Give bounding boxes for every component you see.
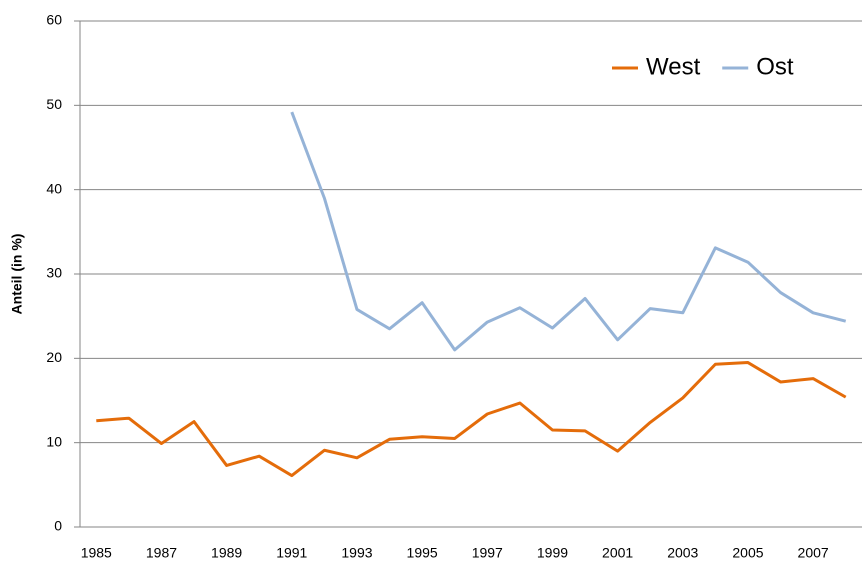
y-axis-label: Anteil (in %) — [9, 234, 25, 315]
y-tick-label: 40 — [46, 180, 62, 196]
series-line — [96, 361, 847, 478]
x-tick-label: 1989 — [211, 545, 242, 561]
y-tick-label: 20 — [46, 349, 62, 365]
y-tick-label: 50 — [46, 96, 62, 112]
y-tick-label: 60 — [46, 12, 62, 28]
x-tick-label: 2007 — [798, 545, 829, 561]
legend-label: Ost — [756, 53, 794, 80]
legend-label: West — [646, 53, 701, 80]
x-tick-label: 1985 — [81, 545, 112, 561]
x-tick-label: 1999 — [537, 545, 568, 561]
y-tick-label: 0 — [54, 518, 62, 534]
y-tick-label: 30 — [46, 265, 62, 281]
x-tick-label: 2003 — [667, 545, 698, 561]
x-tick-label: 1993 — [341, 545, 372, 561]
series-line — [290, 111, 847, 352]
x-tick-label: 2001 — [602, 545, 633, 561]
x-tick-label: 2005 — [732, 545, 763, 561]
x-tick-label: 1991 — [276, 545, 307, 561]
x-tick-label: 1997 — [472, 545, 503, 561]
y-tick-label: 10 — [46, 433, 62, 449]
x-tick-label: 1995 — [407, 545, 438, 561]
x-tick-label: 1987 — [146, 545, 177, 561]
